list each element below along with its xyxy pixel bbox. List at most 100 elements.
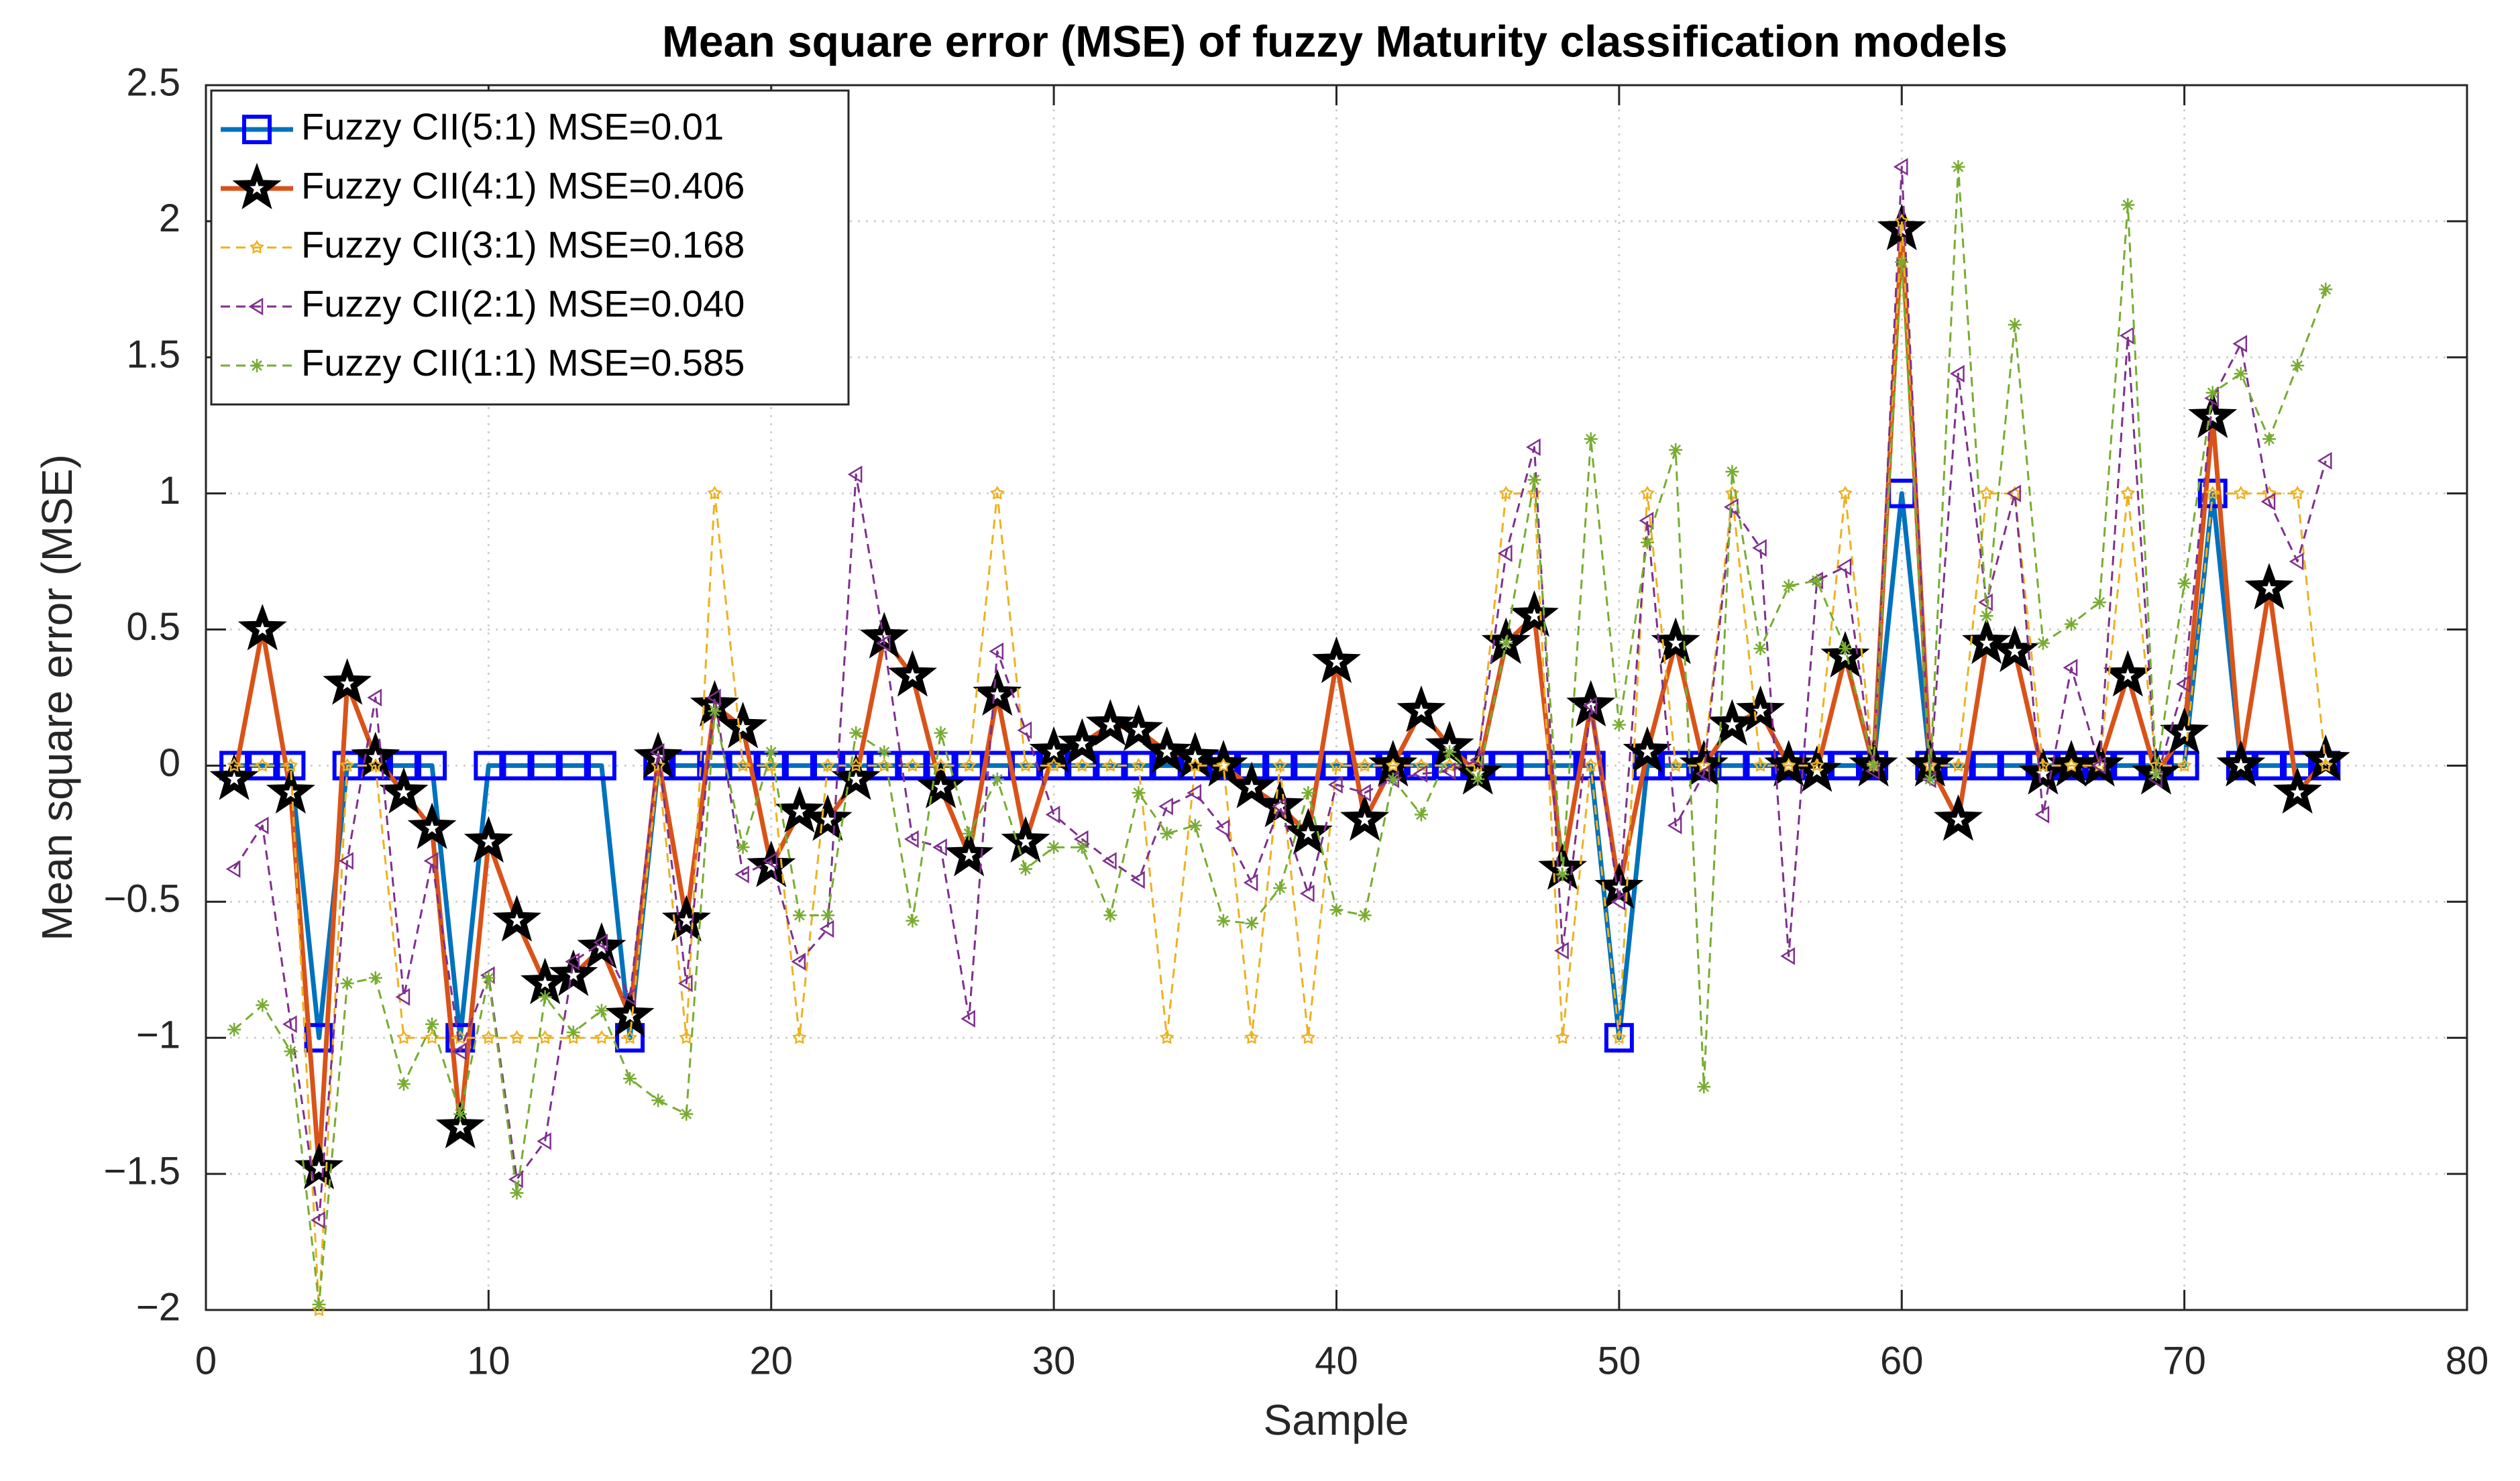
data-point: [482, 971, 496, 985]
marker-shape: [1301, 826, 1315, 840]
marker-shape: [1809, 757, 1824, 772]
x-tick-label: 30: [1032, 1339, 1076, 1382]
data-point: [1102, 852, 1117, 870]
data-point: [1017, 721, 1032, 739]
data-point: [2319, 282, 2333, 296]
data-point: [2120, 486, 2136, 500]
data-point: [311, 1211, 325, 1229]
data-point: [2093, 595, 2107, 609]
marker-shape: [1301, 1030, 1316, 1044]
marker-shape: [1356, 783, 1371, 802]
y-axis-label: Mean square error (MSE): [33, 454, 81, 941]
marker-shape: [1810, 573, 1824, 588]
axes-box: [205, 84, 2468, 1311]
data-point: [708, 704, 722, 718]
data-point: [255, 757, 270, 772]
data-point: [989, 486, 1005, 500]
marker-shape: [1555, 1030, 1570, 1044]
marker-shape: [1441, 762, 1456, 780]
marker-shape: [906, 914, 920, 928]
marker-shape: [1838, 486, 1853, 500]
marker-shape: [906, 668, 920, 682]
data-point: [2205, 386, 2220, 400]
marker-shape: [509, 1030, 525, 1044]
marker-shape: [250, 181, 264, 195]
data-point: [254, 816, 269, 834]
data-point: [425, 1017, 439, 1031]
y-tick-label: 0.5: [126, 605, 180, 649]
data-point: [1328, 775, 1343, 794]
marker-shape: [586, 751, 616, 781]
marker-shape: [2036, 766, 2050, 780]
data-point: [622, 1030, 637, 1044]
data-point: [2254, 751, 2285, 781]
data-point: [368, 971, 382, 985]
data-point: [435, 1101, 485, 1149]
marker-shape: [339, 852, 353, 870]
marker-shape: [510, 1186, 524, 1200]
marker-shape: [255, 622, 270, 636]
marker-shape: [1131, 757, 1146, 772]
data-point: [593, 933, 608, 952]
data-point: [707, 486, 722, 500]
data-point: [1103, 757, 1118, 772]
marker-shape: [819, 920, 834, 938]
marker-shape: [1385, 757, 1401, 772]
data-point: [2160, 707, 2209, 754]
chart-title: Mean square error (MSE) of fuzzy Maturit…: [662, 16, 2008, 66]
data-point: [1753, 641, 1767, 655]
marker-shape: [453, 1030, 468, 1044]
marker-shape: [254, 816, 269, 834]
data-point: [1951, 757, 1966, 772]
data-point: [2036, 636, 2050, 650]
data-point: [2291, 358, 2305, 372]
marker-shape: [1018, 757, 1033, 772]
marker-shape: [395, 988, 410, 1006]
marker-shape: [227, 1023, 241, 1037]
data-point: [1782, 579, 1796, 593]
marker-shape: [2318, 757, 2334, 772]
marker-shape: [954, 751, 984, 781]
marker-shape: [2120, 486, 2136, 500]
data-point: [661, 895, 711, 942]
data-point: [1894, 213, 1910, 228]
data-point: [1610, 893, 1626, 911]
data-point: [396, 1077, 410, 1091]
data-point: [1582, 696, 1597, 715]
data-point: [831, 753, 881, 800]
marker-shape: [708, 704, 722, 718]
data-point: [906, 914, 920, 928]
y-tick-label: 1: [159, 469, 180, 512]
marker-shape: [2119, 327, 2134, 345]
marker-shape: [2262, 432, 2277, 446]
marker-shape: [677, 974, 693, 993]
marker-shape: [2177, 725, 2192, 739]
data-point: [451, 1042, 467, 1060]
marker-shape: [933, 757, 948, 772]
data-point: [849, 726, 863, 740]
marker-shape: [1951, 160, 1965, 174]
marker-shape: [1075, 840, 1089, 855]
data-point: [1519, 751, 1549, 781]
data-point: [2262, 432, 2277, 446]
marker-shape: [1717, 751, 1747, 781]
data-point: [1498, 486, 1514, 500]
marker-shape: [594, 1003, 608, 1018]
marker-shape: [847, 465, 863, 484]
marker-shape: [453, 1107, 468, 1121]
data-point: [2091, 757, 2106, 775]
marker-shape: [1640, 745, 1655, 759]
data-point: [1283, 808, 1333, 855]
data-point: [227, 757, 242, 772]
marker-shape: [1017, 721, 1032, 739]
data-point: [283, 757, 298, 772]
data-point: [2064, 757, 2079, 772]
data-point: [304, 1023, 334, 1053]
marker-shape: [1357, 757, 1372, 772]
data-point: [990, 772, 1004, 786]
data-point: [1471, 772, 1485, 786]
y-tick-label: 2.5: [126, 60, 180, 104]
marker-shape: [1273, 881, 1287, 895]
marker-shape: [396, 1030, 411, 1044]
marker-shape: [1782, 579, 1796, 593]
